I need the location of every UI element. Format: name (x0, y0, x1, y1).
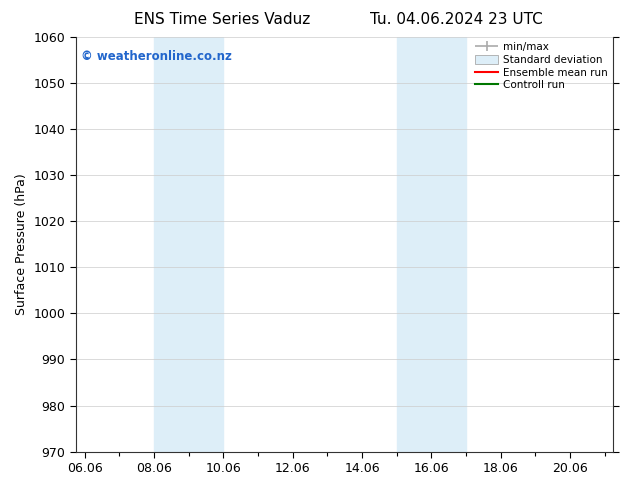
Y-axis label: Surface Pressure (hPa): Surface Pressure (hPa) (15, 173, 28, 315)
Legend: min/max, Standard deviation, Ensemble mean run, Controll run: min/max, Standard deviation, Ensemble me… (473, 40, 611, 92)
Bar (154, 37, 223, 452)
Text: Tu. 04.06.2024 23 UTC: Tu. 04.06.2024 23 UTC (370, 12, 543, 27)
Text: © weatheronline.co.nz: © weatheronline.co.nz (81, 49, 232, 63)
Text: ENS Time Series Vaduz: ENS Time Series Vaduz (134, 12, 310, 27)
Bar (397, 37, 466, 452)
